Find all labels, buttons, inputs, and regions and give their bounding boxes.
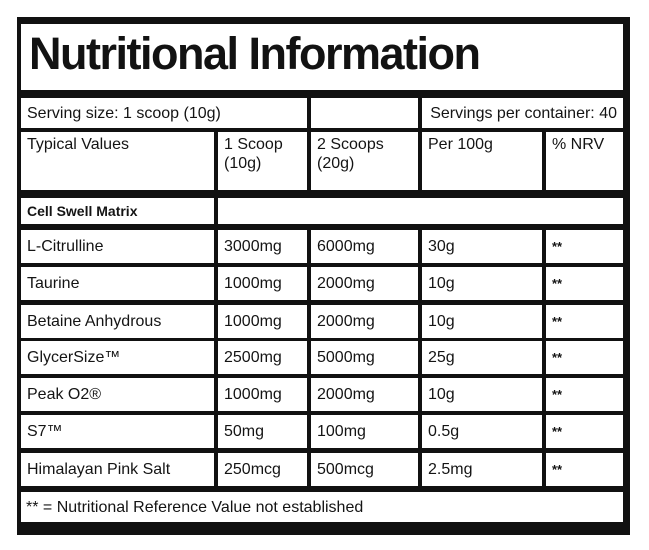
- row-two-scoops: 500mcg: [311, 453, 418, 486]
- row-per-100g: 10g: [422, 267, 542, 300]
- row-one-scoop: 50mg: [218, 415, 307, 448]
- row-nrv: **: [546, 453, 623, 486]
- row-two-scoops: 100mg: [311, 415, 418, 448]
- row-one-scoop: 250mcg: [218, 453, 307, 486]
- header-per-100g: Per 100g: [422, 132, 542, 190]
- section-blank-cell: [218, 198, 623, 224]
- row-one-scoop: 1000mg: [218, 267, 307, 300]
- row-name: Peak O2®: [21, 378, 214, 411]
- row-name: L-Citrulline: [21, 230, 214, 263]
- row-nrv: **: [546, 305, 623, 338]
- row-two-scoops: 2000mg: [311, 267, 418, 300]
- section-label: Cell Swell Matrix: [21, 198, 214, 224]
- row-per-100g: 25g: [422, 341, 542, 374]
- row-one-scoop: 2500mg: [218, 341, 307, 374]
- row-nrv: **: [546, 378, 623, 411]
- table-title: Nutritional Information: [21, 24, 623, 90]
- row-per-100g: 10g: [422, 378, 542, 411]
- row-per-100g: 0.5g: [422, 415, 542, 448]
- row-name: GlycerSize™: [21, 341, 214, 374]
- row-nrv: **: [546, 230, 623, 263]
- row-one-scoop: 3000mg: [218, 230, 307, 263]
- row-two-scoops: 6000mg: [311, 230, 418, 263]
- header-typical-values: Typical Values: [21, 132, 214, 190]
- row-two-scoops: 2000mg: [311, 305, 418, 338]
- servings-per-container: Servings per container: 40: [422, 98, 623, 128]
- row-one-scoop: 1000mg: [218, 378, 307, 411]
- row-nrv: **: [546, 341, 623, 374]
- row-two-scoops: 2000mg: [311, 378, 418, 411]
- row-one-scoop: 1000mg: [218, 305, 307, 338]
- footnote: ** = Nutritional Reference Value not est…: [21, 492, 623, 522]
- row-name: Taurine: [21, 267, 214, 300]
- row-nrv: **: [546, 415, 623, 448]
- row-per-100g: 2.5mg: [422, 453, 542, 486]
- row-name: Himalayan Pink Salt: [21, 453, 214, 486]
- row-nrv: **: [546, 267, 623, 300]
- serving-size: Serving size: 1 scoop (10g): [21, 98, 307, 128]
- row-name: Betaine Anhydrous: [21, 305, 214, 338]
- serving-blank-cell: [311, 98, 418, 128]
- header-two-scoops: 2 Scoops (20g): [311, 132, 418, 190]
- row-per-100g: 10g: [422, 305, 542, 338]
- row-name: S7™: [21, 415, 214, 448]
- header-one-scoop: 1 Scoop (10g): [218, 132, 307, 190]
- header-nrv: % NRV: [546, 132, 623, 190]
- row-two-scoops: 5000mg: [311, 341, 418, 374]
- row-per-100g: 30g: [422, 230, 542, 263]
